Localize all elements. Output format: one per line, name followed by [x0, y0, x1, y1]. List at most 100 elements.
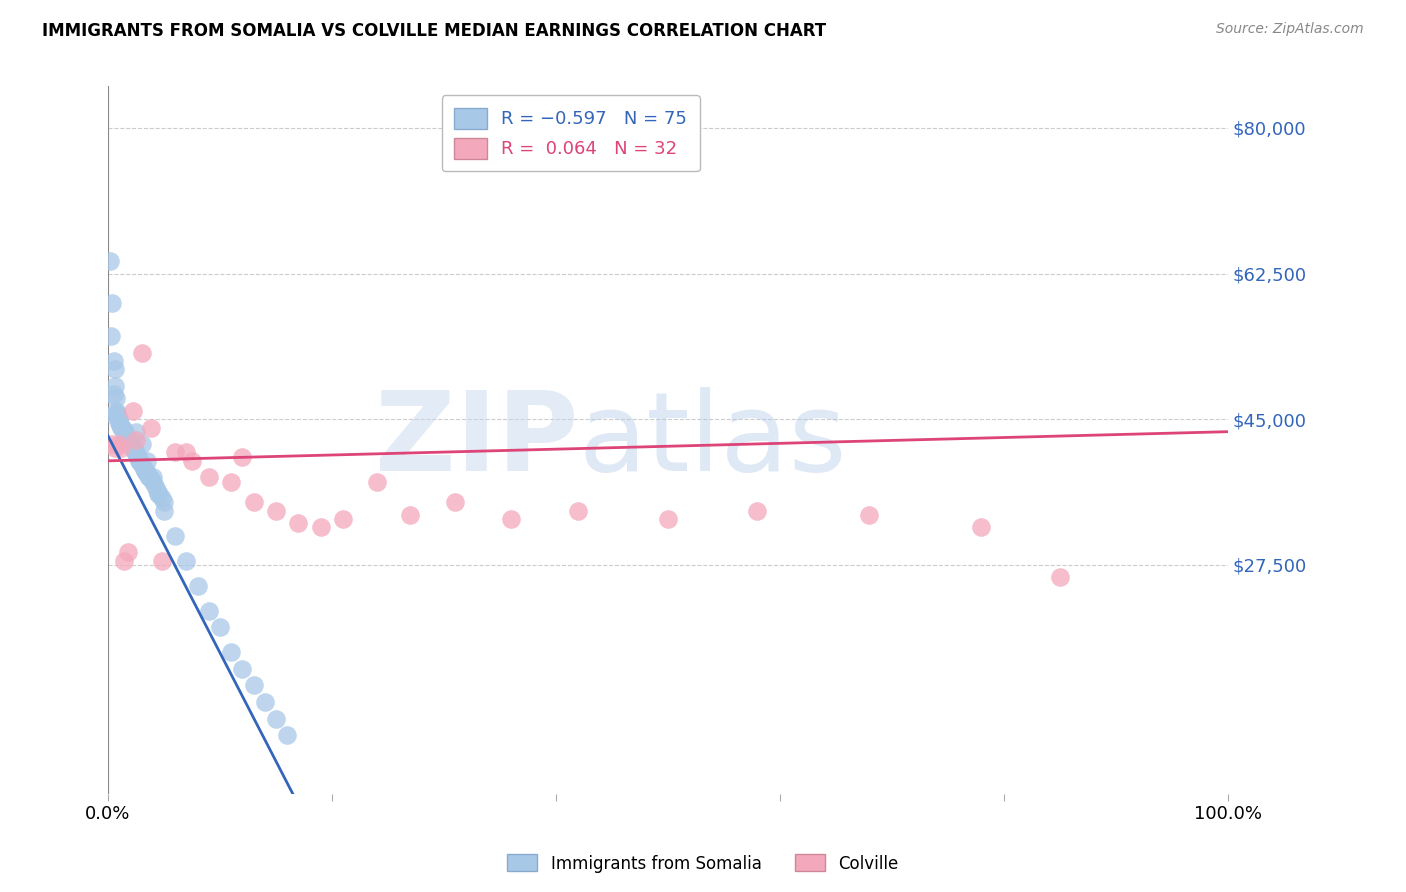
Point [108, 437, 131, 451]
Point [111, 422, 134, 436]
Point [117, 431, 139, 445]
Point [120, 435, 142, 450]
Point [197, 470, 219, 484]
Point [146, 483, 169, 497]
Point [399, 508, 422, 522]
Point [107, 410, 129, 425]
Point [208, 620, 231, 634]
Point [165, 529, 187, 543]
Text: ZIP: ZIP [375, 386, 578, 493]
Point [104, 404, 127, 418]
Point [110, 442, 132, 456]
Point [148, 487, 170, 501]
Point [165, 445, 187, 459]
Point [103, 387, 125, 401]
Point [112, 423, 135, 437]
Point [150, 554, 173, 568]
Point [135, 466, 157, 480]
Point [104, 379, 127, 393]
Point [121, 404, 143, 418]
Point [139, 420, 162, 434]
Point [120, 437, 142, 451]
Legend: Immigrants from Somalia, Colville: Immigrants from Somalia, Colville [501, 847, 905, 880]
Point [136, 468, 159, 483]
Point [128, 454, 150, 468]
Point [444, 495, 467, 509]
Point [114, 426, 136, 441]
Legend: R = −0.597   N = 75, R =  0.064   N = 32: R = −0.597 N = 75, R = 0.064 N = 32 [441, 95, 700, 171]
Point [121, 440, 143, 454]
Point [657, 512, 679, 526]
Point [108, 414, 131, 428]
Point [105, 406, 128, 420]
Point [117, 545, 139, 559]
Point [142, 470, 165, 484]
Point [264, 504, 287, 518]
Point [117, 433, 139, 447]
Point [253, 695, 276, 709]
Point [136, 454, 159, 468]
Point [219, 645, 242, 659]
Point [131, 458, 153, 472]
Text: IMMIGRANTS FROM SOMALIA VS COLVILLE MEDIAN EARNINGS CORRELATION CHART: IMMIGRANTS FROM SOMALIA VS COLVILLE MEDI… [42, 22, 827, 40]
Point [153, 504, 176, 518]
Point [150, 491, 173, 506]
Point [127, 449, 149, 463]
Point [98, 254, 121, 268]
Text: atlas: atlas [578, 386, 846, 493]
Point [125, 445, 148, 459]
Point [105, 408, 128, 422]
Point [101, 295, 124, 310]
Point [287, 516, 309, 531]
Point [747, 504, 769, 518]
Point [219, 475, 242, 489]
Point [114, 425, 136, 439]
Point [276, 728, 298, 742]
Point [128, 452, 150, 467]
Point [1049, 570, 1071, 584]
Point [131, 345, 153, 359]
Point [143, 479, 166, 493]
Point [108, 412, 131, 426]
Point [125, 425, 148, 439]
Point [858, 508, 880, 522]
Point [118, 434, 141, 449]
Point [231, 450, 253, 464]
Point [148, 487, 170, 501]
Point [121, 442, 143, 456]
Point [332, 512, 354, 526]
Point [366, 475, 388, 489]
Point [176, 445, 198, 459]
Point [104, 362, 127, 376]
Point [139, 472, 162, 486]
Point [103, 354, 125, 368]
Point [104, 392, 127, 406]
Point [127, 450, 149, 465]
Point [309, 520, 332, 534]
Point [110, 420, 132, 434]
Point [124, 443, 146, 458]
Point [231, 662, 253, 676]
Point [136, 467, 159, 481]
Point [142, 475, 165, 489]
Point [970, 520, 993, 534]
Point [104, 442, 127, 456]
Point [115, 430, 138, 444]
Point [100, 329, 122, 343]
Point [115, 428, 138, 442]
Point [129, 455, 152, 469]
Point [110, 418, 132, 433]
Point [101, 437, 124, 451]
Point [242, 495, 264, 509]
Point [122, 442, 145, 457]
Point [103, 408, 125, 422]
Point [138, 470, 160, 484]
Point [125, 447, 148, 461]
Point [153, 495, 176, 509]
Point [567, 504, 589, 518]
Point [110, 418, 132, 433]
Point [108, 417, 131, 431]
Text: Source: ZipAtlas.com: Source: ZipAtlas.com [1216, 22, 1364, 37]
Point [132, 462, 155, 476]
Point [134, 464, 156, 478]
